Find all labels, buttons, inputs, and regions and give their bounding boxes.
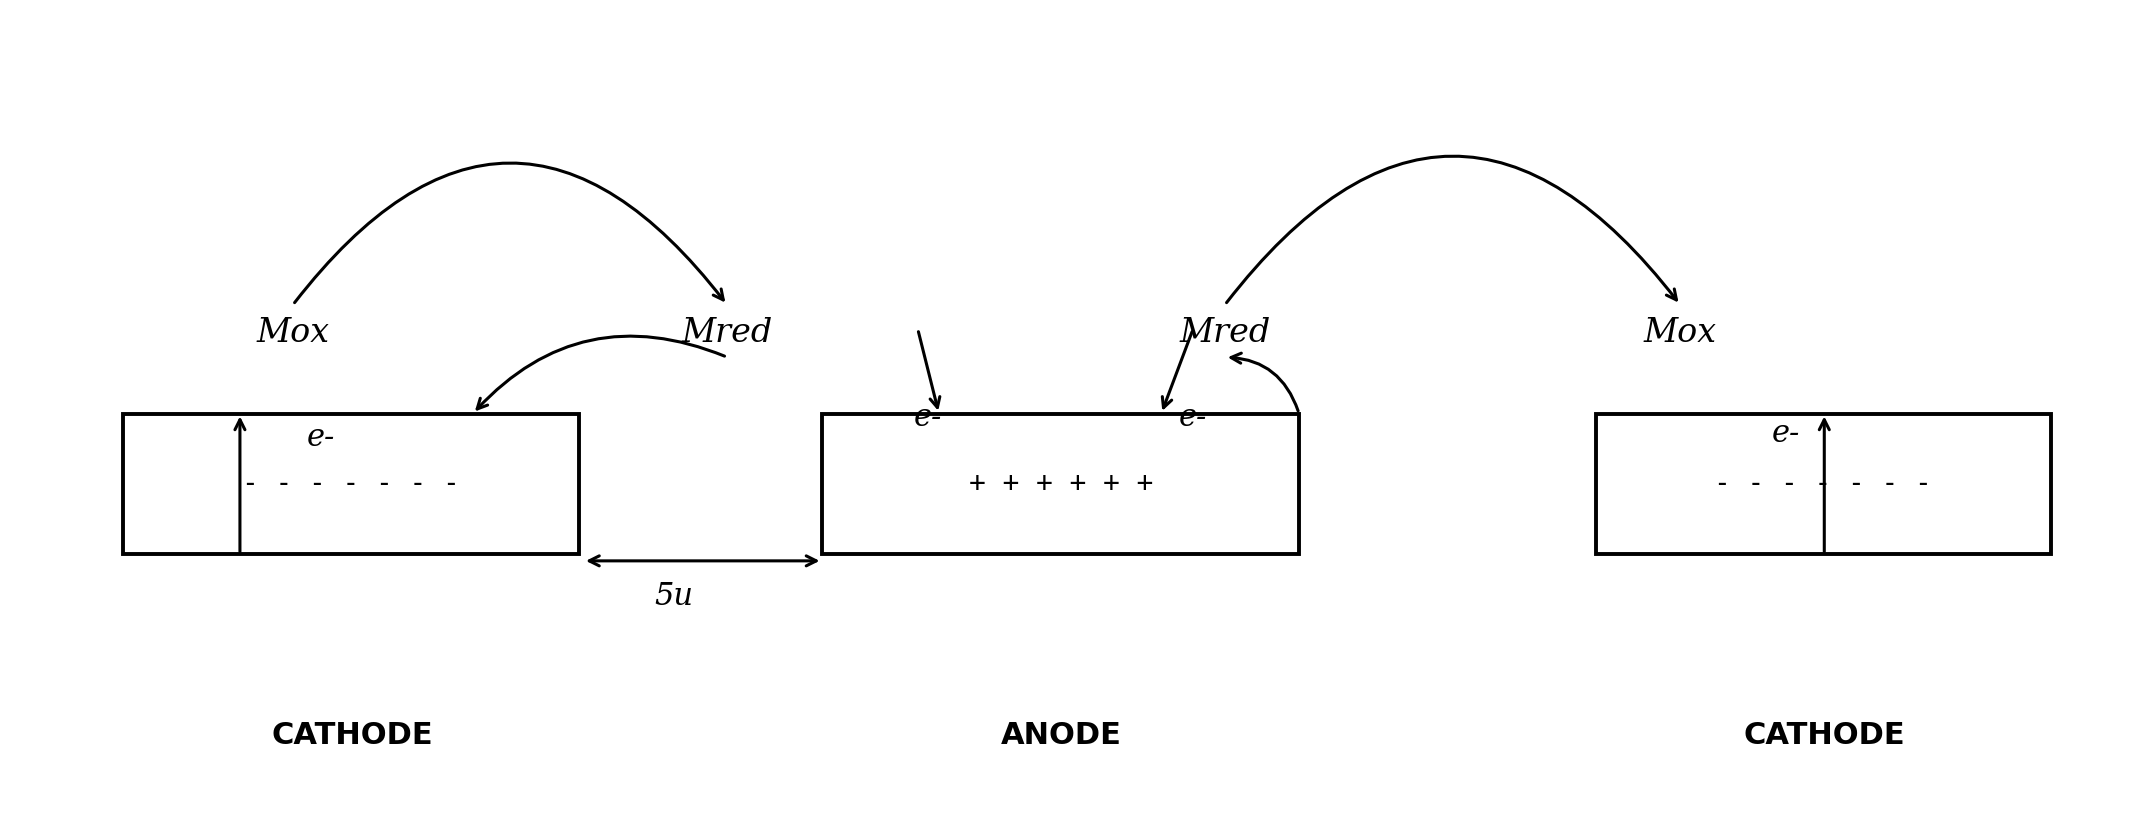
Text: e-: e- xyxy=(915,402,942,433)
Text: - - - - - - -: - - - - - - - xyxy=(243,470,461,498)
Text: ANODE: ANODE xyxy=(1002,721,1121,750)
Text: e-: e- xyxy=(1179,402,1207,433)
Text: CATHODE: CATHODE xyxy=(271,721,433,750)
Bar xyxy=(124,414,578,554)
Text: CATHODE: CATHODE xyxy=(1744,721,1906,750)
Bar xyxy=(1595,414,2051,554)
Text: 5u: 5u xyxy=(655,581,693,612)
Text: e-: e- xyxy=(1772,419,1799,449)
Text: Mox: Mox xyxy=(1644,317,1716,349)
Text: + + + + + +: + + + + + + xyxy=(968,470,1153,498)
Text: Mred: Mred xyxy=(682,317,772,349)
Text: Mox: Mox xyxy=(256,317,330,349)
Text: e-: e- xyxy=(307,422,335,453)
Text: Mred: Mred xyxy=(1179,317,1271,349)
Text: - - - - - - -: - - - - - - - xyxy=(1714,470,1932,498)
Bar xyxy=(823,414,1298,554)
